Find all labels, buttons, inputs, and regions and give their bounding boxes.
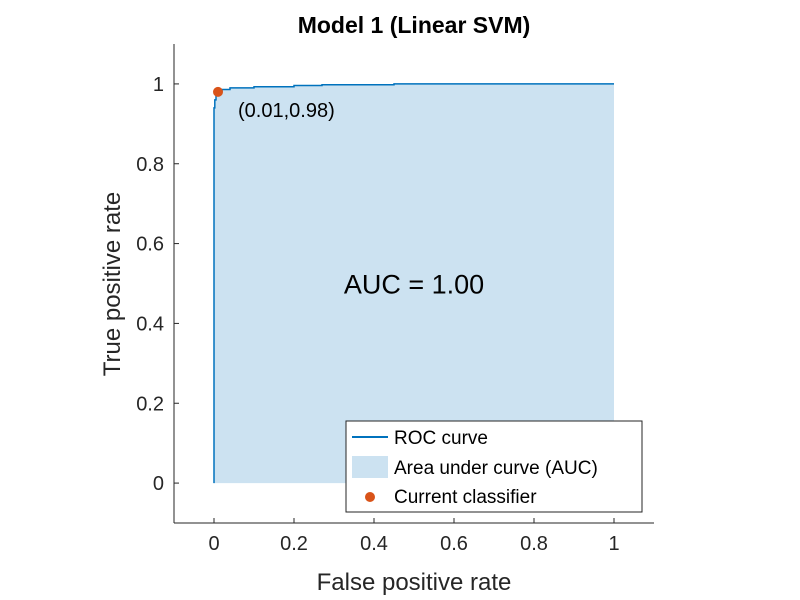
x-tick-label: 0.8 [520,533,548,555]
legend-swatch-current-classifier [365,492,375,502]
roc-curve-line [213,83,614,484]
legend-swatch-auc-area [352,456,388,478]
y-axis-label: True positive rate [99,192,126,377]
chart-title: Model 1 (Linear SVM) [298,12,531,38]
x-tick-label: 0.2 [280,533,308,555]
legend-label-auc-area: Area under curve (AUC) [394,458,598,479]
auc-area [214,83,614,484]
plot-area: (0.01,0.98) AUC = 1.00 [213,83,614,484]
classifier-point-label: (0.01,0.98) [238,100,335,122]
legend-label-roc-curve: ROC curve [394,428,488,449]
x-tick-label: 0.6 [440,533,468,555]
y-tick-label: 1 [153,74,164,96]
y-tick-label: 0.4 [136,313,164,335]
x-tick-label: 0 [208,533,219,555]
y-tick-label: 0.6 [136,234,164,256]
axes: 0 0.2 0.4 0.6 0.8 1 0 0.2 0.4 0.6 0.8 1 [136,44,654,555]
legend-label-current-classifier: Current classifier [394,487,537,508]
auc-value-label: AUC = 1.00 [344,270,484,300]
legend-box [345,420,643,513]
y-ticks: 0 0.2 0.4 0.6 0.8 1 [136,74,179,495]
x-axis-label: False positive rate [317,569,512,596]
legend: ROC curve Area under curve (AUC) Current… [345,420,643,513]
x-tick-label: 0.4 [360,533,388,555]
y-tick-label: 0.2 [136,393,164,415]
y-tick-label: 0.8 [136,154,164,176]
x-ticks: 0 0.2 0.4 0.6 0.8 1 [208,518,620,555]
x-tick-label: 1 [608,533,619,555]
current-classifier-point [213,86,223,97]
y-tick-label: 0 [153,473,164,495]
